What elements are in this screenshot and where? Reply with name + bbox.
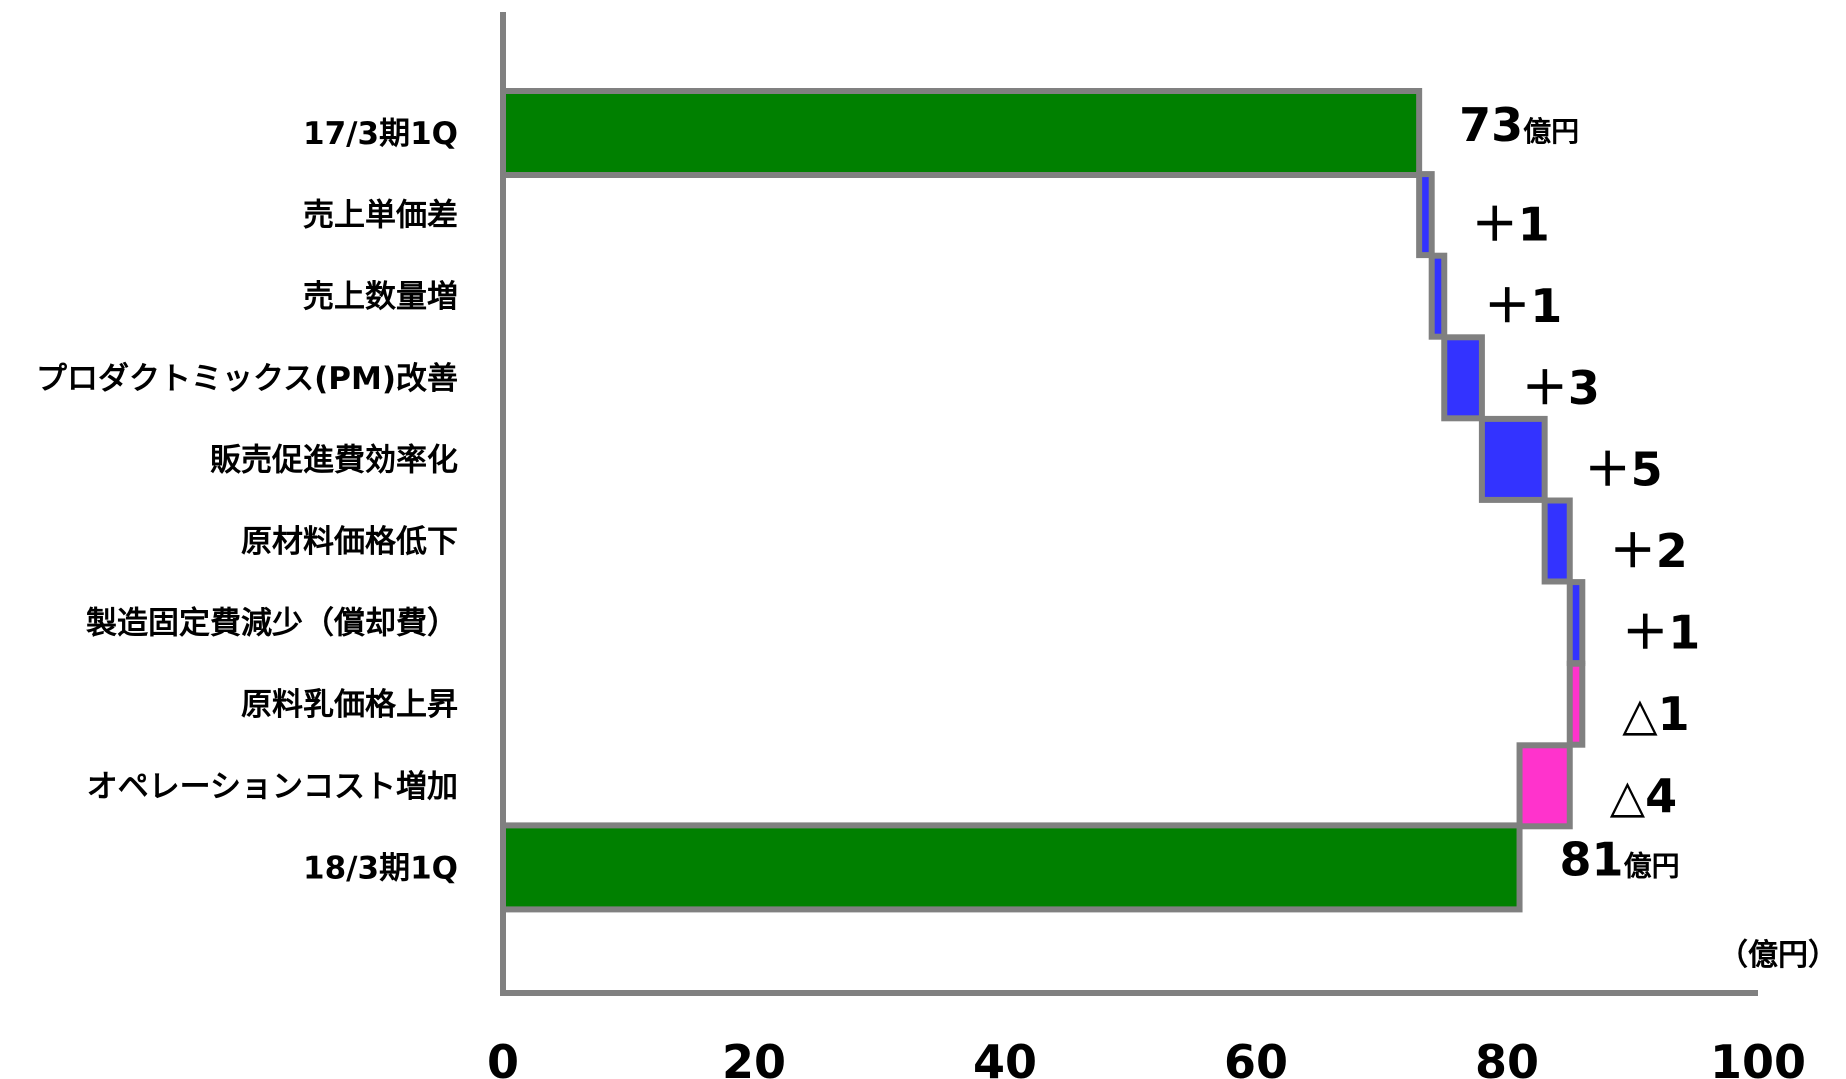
value-label: ＋3 [1522, 361, 1600, 415]
value-label: ＋1 [1472, 198, 1550, 252]
category-label: 18/3期1Q [303, 850, 458, 886]
value-label: 73億円 [1459, 98, 1579, 152]
category-label: 17/3期1Q [303, 116, 458, 152]
value-unit-label: 億円 [1624, 849, 1680, 882]
bar-3 [1441, 334, 1485, 422]
category-label: 販売促進費効率化 [210, 442, 458, 478]
bar-6 [1566, 579, 1586, 667]
value-label: ＋1 [1484, 279, 1562, 333]
bar-2 [1428, 252, 1448, 340]
category-label: オペレーションコスト増加 [87, 769, 458, 805]
axes-layer: 0 20 40 60 80 100 [487, 12, 1806, 1079]
x-tick-label: 0 [487, 1035, 519, 1079]
x-tick-label: 60 [1224, 1035, 1288, 1079]
category-label: 売上数量増 [303, 279, 458, 315]
labels-layer: 17/3期1Q 売上単価差売上数量増プロダクトミックス(PM)改善販売促進費効率化… [36, 98, 1700, 886]
bar-9 [500, 822, 1523, 913]
bar-4 [1478, 415, 1548, 503]
bar-7 [1566, 660, 1586, 748]
bars-layer [500, 88, 1586, 913]
x-tick-label: 80 [1475, 1035, 1539, 1079]
value-label: △4 [1610, 769, 1677, 823]
value-label: △1 [1622, 687, 1689, 741]
value-label: ＋1 [1622, 606, 1700, 660]
category-label: 原料乳価格上昇 [241, 687, 458, 723]
category-label: 原材料価格低下 [241, 524, 458, 560]
bar-0 [500, 88, 1423, 178]
x-tick-label: 40 [973, 1035, 1037, 1079]
value-label: ＋2 [1610, 524, 1688, 578]
x-tick-label: 20 [722, 1035, 786, 1079]
bar-5 [1541, 497, 1573, 585]
bar-1 [1416, 171, 1435, 259]
value-label: 81億円 [1560, 832, 1680, 886]
bar-8 [1516, 742, 1573, 830]
category-label: 売上単価差 [303, 198, 458, 234]
x-tick-label: 100 [1710, 1035, 1806, 1079]
category-label: 製造固定費減少（償却費） [86, 606, 458, 642]
x-axis-unit-label: （億円） [1718, 938, 1838, 973]
value-label: ＋5 [1585, 442, 1663, 496]
value-unit-label: 億円 [1523, 115, 1579, 148]
category-label: プロダクトミックス(PM)改善 [36, 361, 458, 397]
